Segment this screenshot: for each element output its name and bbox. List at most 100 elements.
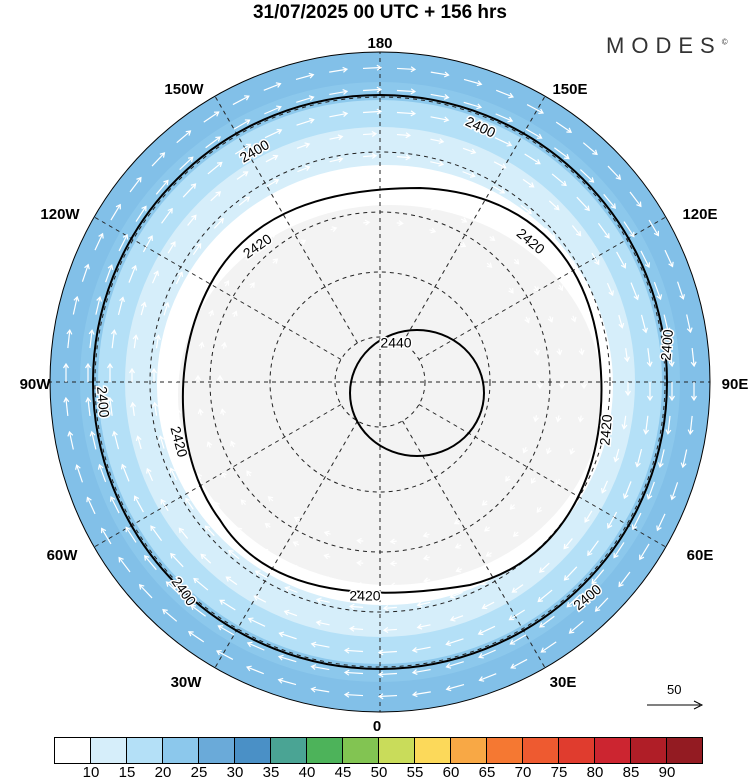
wind-arrow: [105, 264, 114, 283]
wind-arrow: [623, 348, 630, 363]
wind-arrow: [233, 119, 251, 130]
wind-arrow: [570, 315, 577, 323]
wind-arrow: [508, 609, 525, 621]
wind-arrow: [219, 599, 236, 611]
wind-arrow: [524, 316, 530, 324]
wind-arrow: [676, 281, 685, 300]
wind-arrow: [213, 217, 224, 229]
wind-arrow: [140, 301, 147, 316]
wind-arrow: [112, 430, 120, 450]
wind-arrow: [545, 227, 556, 239]
contour-label: 2440: [380, 335, 411, 351]
wind-arrow: [217, 625, 235, 636]
wind-arrow: [362, 64, 383, 71]
calm-region: [178, 205, 602, 585]
wind-arrow: [203, 111, 220, 123]
wind-arrow: [495, 113, 514, 123]
wind-arrow: [175, 408, 182, 416]
wind-arrow: [125, 526, 137, 543]
wind-arrow: [455, 566, 463, 573]
wind-arrow: [223, 280, 230, 287]
wind-arrow: [483, 526, 491, 532]
latitude-circle: [269, 271, 491, 493]
wind-arrow: [623, 221, 635, 238]
colorbar-label: 75: [550, 764, 568, 781]
wind-arrow: [382, 605, 397, 612]
wind-arrow: [486, 262, 493, 268]
wind-arrow: [646, 348, 653, 368]
wind-arrow: [513, 258, 520, 265]
wind-arrow: [445, 638, 464, 647]
wind-arrow: [622, 481, 632, 500]
colorbar-swatch: [559, 738, 595, 763]
wind-arrow: [607, 511, 618, 529]
wind-arrow: [522, 178, 535, 188]
wind-arrow: [536, 535, 547, 547]
wind-arrow: [192, 243, 202, 256]
wind-arrow: [668, 382, 676, 402]
wind-arrow: [117, 296, 125, 316]
wind-arrow: [329, 88, 349, 96]
longitude-label: 150W: [164, 81, 204, 98]
contour-label: 2400: [94, 386, 113, 419]
wind-arrow: [533, 285, 539, 293]
wind-arrow: [621, 415, 628, 430]
wind-arrow: [172, 374, 180, 382]
wind-arrow: [235, 143, 252, 155]
wind-arrow: [154, 334, 161, 349]
wind-arrow: [510, 658, 528, 669]
wind-arrow: [161, 207, 173, 224]
wind-arrow: [463, 124, 482, 133]
logo-text: MODES: [606, 33, 722, 58]
wind-arrow: [603, 193, 616, 209]
wind-arrow: [329, 180, 337, 187]
wind-arrow: [85, 396, 92, 416]
wind-arrow: [643, 415, 650, 435]
wind-arrow: [175, 271, 184, 285]
wind-arrow: [135, 205, 147, 222]
wind-arrow: [599, 415, 606, 430]
wind-arrow: [66, 329, 73, 349]
wind-arrow: [540, 641, 557, 653]
wind-arrow: [539, 615, 555, 628]
wind-arrow: [296, 142, 311, 149]
wind-arrow: [430, 71, 450, 78]
wind-arrow: [422, 554, 430, 561]
wind-arrow: [687, 415, 694, 435]
wind-arrow: [232, 310, 238, 318]
wind-arrow: [509, 504, 516, 510]
wind-arrow: [493, 161, 507, 169]
height-contours: [92, 94, 668, 670]
longitude-label: 60E: [687, 547, 714, 564]
wind-arrow: [648, 219, 660, 237]
wind-arrow: [445, 661, 464, 669]
wind-arrow: [411, 691, 431, 698]
wind-arrow: [668, 348, 675, 368]
wind-arrow: [187, 631, 205, 643]
wind-arrow: [640, 250, 651, 269]
wind-arrow: [686, 314, 693, 334]
wind-arrow: [323, 576, 331, 583]
latitude-circle: [334, 336, 426, 428]
wind-arrow: [478, 673, 497, 682]
wind-arrow: [296, 95, 315, 103]
wind-arrow: [540, 256, 546, 263]
wind-arrow: [618, 571, 631, 588]
wind-arrow: [618, 314, 625, 329]
wind-arrow: [343, 647, 364, 654]
wind-arrow: [232, 95, 250, 106]
wind-arrow: [277, 654, 297, 663]
wind-arrow: [485, 551, 492, 557]
wind-arrow: [629, 191, 642, 208]
wind-arrow: [530, 477, 537, 484]
wind-arrow: [591, 569, 605, 585]
colorbar-label: 45: [334, 764, 352, 781]
contour-2440: [349, 329, 485, 457]
wind-arrow: [538, 562, 550, 573]
colorbar-label: 55: [406, 764, 424, 781]
colorbar-label: 50: [370, 764, 388, 781]
colorbar-swatch: [307, 738, 343, 763]
wind-arrow: [363, 175, 371, 182]
wind-arrow: [597, 222, 610, 239]
wind-arrow: [129, 176, 142, 193]
